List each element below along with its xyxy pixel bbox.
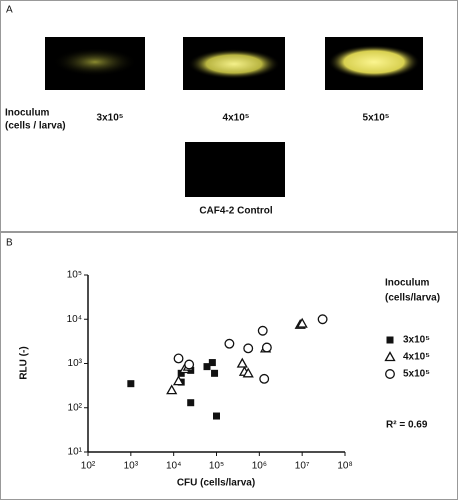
legend-title: Inoculum bbox=[385, 278, 430, 289]
panel-b-frame bbox=[0, 232, 458, 500]
x-tick-label: 10⁸ bbox=[337, 461, 352, 472]
point bbox=[296, 317, 308, 328]
annotation: R² = 0.69 bbox=[386, 420, 428, 431]
y-tick-label: 10² bbox=[68, 402, 83, 413]
point bbox=[242, 367, 254, 378]
point bbox=[208, 359, 216, 367]
point bbox=[317, 314, 328, 325]
point bbox=[166, 384, 178, 395]
legend-marker bbox=[386, 336, 394, 344]
point bbox=[203, 363, 211, 371]
point bbox=[224, 338, 235, 349]
y-axis-title: RLU (-) bbox=[19, 346, 30, 379]
point bbox=[127, 380, 135, 388]
image-label: 5x10⁵ bbox=[363, 113, 390, 124]
y-tick-label: 10⁴ bbox=[67, 314, 82, 325]
point bbox=[184, 359, 195, 370]
legend-marker bbox=[385, 369, 395, 379]
inoculum-label: Inoculum bbox=[5, 108, 50, 119]
point bbox=[177, 369, 185, 377]
point bbox=[172, 375, 185, 386]
x-axis-title: CFU (cells/larva) bbox=[177, 478, 255, 489]
legend-title: (cells/larva) bbox=[385, 293, 440, 304]
inoculum-label: (cells / larva) bbox=[5, 121, 66, 132]
point bbox=[257, 325, 268, 336]
point bbox=[259, 373, 270, 384]
legend-label: 4x10⁵ bbox=[403, 352, 430, 363]
image-label: 4x10⁵ bbox=[223, 113, 250, 124]
point bbox=[261, 342, 272, 353]
point bbox=[211, 369, 219, 377]
y-tick-label: 10¹ bbox=[68, 447, 83, 458]
legend-label: 5x10⁵ bbox=[403, 369, 430, 380]
image-label: 3x10⁵ bbox=[97, 113, 124, 124]
x-tick-label: 10⁷ bbox=[295, 461, 310, 472]
x-tick-label: 10⁶ bbox=[252, 461, 267, 472]
panel-label: B bbox=[6, 238, 13, 249]
point bbox=[187, 399, 195, 407]
point bbox=[243, 343, 254, 354]
x-tick-label: 10⁵ bbox=[209, 461, 224, 472]
y-tick-label: 10³ bbox=[68, 358, 83, 369]
legend-label: 3x10⁵ bbox=[403, 335, 430, 346]
point bbox=[173, 353, 184, 364]
point bbox=[236, 357, 248, 368]
panel-label: A bbox=[6, 5, 13, 16]
point bbox=[213, 412, 220, 420]
x-tick-label: 10⁴ bbox=[166, 461, 181, 472]
x-tick-label: 10² bbox=[81, 461, 96, 472]
y-tick-label: 10⁵ bbox=[67, 270, 82, 281]
larva-glow bbox=[53, 48, 137, 76]
x-tick-label: 10³ bbox=[124, 461, 139, 472]
control-label: CAF4-2 Control bbox=[199, 206, 273, 217]
legend-marker bbox=[384, 351, 396, 362]
control-image bbox=[185, 142, 285, 197]
larva-glow bbox=[188, 49, 280, 79]
larva-glow bbox=[328, 45, 420, 79]
